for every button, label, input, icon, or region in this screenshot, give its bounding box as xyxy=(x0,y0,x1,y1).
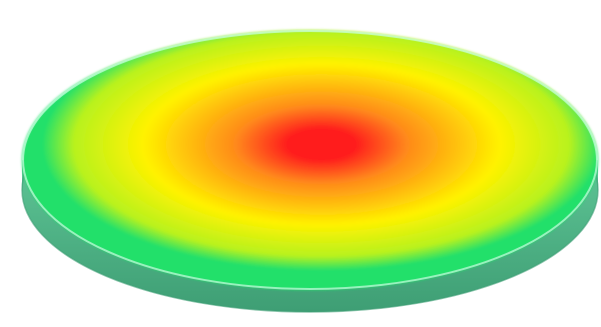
disc-rim-highlight xyxy=(22,30,598,290)
disc-top-face xyxy=(22,30,598,290)
